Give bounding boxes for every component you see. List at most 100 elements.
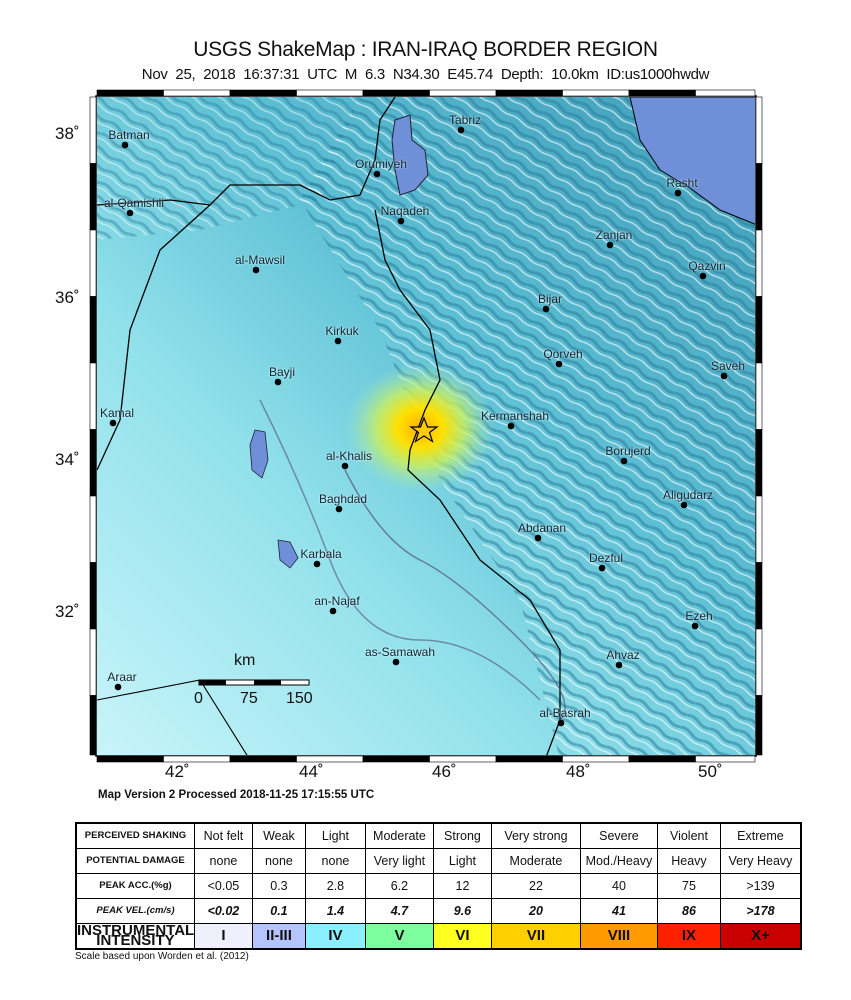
city-marker bbox=[341, 462, 349, 470]
perceived-shaking-row: PERCEIVED SHAKING Not felt Weak Light Modera… bbox=[75, 822, 802, 849]
peak-velocity-cell: 9.6 bbox=[432, 898, 492, 924]
lat-tick: 38˚ bbox=[55, 124, 80, 143]
lon-tick: 50˚ bbox=[698, 762, 723, 781]
perceived-shaking-cell: Very strong bbox=[490, 822, 581, 849]
city-label: Ahvaz bbox=[606, 648, 640, 662]
city-label: Aligudarz bbox=[662, 488, 714, 502]
instrumental-intensity-cell: II-III bbox=[251, 923, 306, 950]
city-marker bbox=[542, 305, 550, 313]
star-icon bbox=[409, 416, 439, 443]
instrumental-intensity-row: INSTRUMENTAL INTENSITY I II-III IV V VI VII VII… bbox=[75, 922, 802, 950]
potential-damage-cell: Mod./Heavy bbox=[579, 848, 658, 874]
city-marker bbox=[699, 272, 707, 280]
shakemap bbox=[89, 89, 763, 763]
instrumental-intensity-header: INSTRUMENTAL INTENSITY bbox=[75, 922, 195, 950]
city-marker bbox=[534, 534, 542, 542]
peak-acceleration-cell: 2.8 bbox=[304, 873, 366, 899]
peak-velocity-cell: 0.1 bbox=[251, 898, 306, 924]
peak-velocity-cell: <0.02 bbox=[193, 898, 253, 924]
instrumental-intensity-cell: IV bbox=[304, 923, 366, 950]
scale-unit: km bbox=[234, 652, 256, 669]
city-label: Bayji bbox=[268, 365, 296, 379]
peak-acceleration-header: PEAK ACC.(%g) bbox=[75, 873, 195, 899]
peak-acceleration-cell: >139 bbox=[719, 873, 802, 899]
instrumental-intensity-cell: VII bbox=[490, 923, 581, 950]
potential-damage-cell: Moderate bbox=[490, 848, 581, 874]
city-marker bbox=[606, 241, 614, 249]
peak-acceleration-cell: 22 bbox=[490, 873, 581, 899]
map-title: USGS ShakeMap : IRAN-IRAQ BORDER REGION bbox=[193, 38, 658, 61]
event-summary: Nov 25, 2018 16:37:31 UTC M 6.3 N34.30 E… bbox=[141, 66, 710, 83]
instrumental-intensity-cell: VIII bbox=[579, 923, 658, 950]
city-marker bbox=[557, 719, 565, 727]
city-label: Qazvin bbox=[688, 259, 726, 273]
city-label: Abdanan bbox=[517, 521, 567, 535]
potential-damage-cell: Heavy bbox=[656, 848, 721, 874]
city-label: Bijar bbox=[537, 292, 563, 306]
potential-damage-cell: Very Heavy bbox=[719, 848, 802, 874]
perceived-shaking-cell: Moderate bbox=[364, 822, 434, 849]
peak-velocity-cell: 20 bbox=[490, 898, 581, 924]
peak-velocity-cell: >178 bbox=[719, 898, 802, 924]
perceived-shaking-cell: Not felt bbox=[193, 822, 253, 849]
city-marker bbox=[620, 457, 628, 465]
potential-damage-cell: none bbox=[304, 848, 366, 874]
city-marker bbox=[691, 622, 699, 630]
city-label: Ezeh bbox=[685, 609, 713, 623]
peak-velocity-header: PEAK VEL.(cm/s) bbox=[75, 898, 195, 924]
city-marker bbox=[274, 378, 282, 386]
peak-acceleration-row: PEAK ACC.(%g) <0.05 0.3 2.8 6.2 12 22 40 75 >139 bbox=[75, 873, 802, 899]
city-marker bbox=[392, 658, 400, 666]
instrumental-intensity-cell: V bbox=[364, 923, 434, 950]
lake-tharthar bbox=[249, 429, 269, 479]
city-marker bbox=[555, 360, 563, 368]
lat-tick: 32˚ bbox=[55, 602, 80, 621]
city-marker bbox=[615, 661, 623, 669]
lat-tick: 34˚ bbox=[55, 450, 80, 469]
city-label: al-Basrah bbox=[539, 706, 591, 720]
peak-velocity-row: PEAK VEL.(cm/s) <0.02 0.1 1.4 4.7 9.6 20 41 86 >1… bbox=[75, 898, 802, 924]
city-label: al-Qamishli bbox=[103, 196, 165, 210]
graticule-border bbox=[89, 89, 763, 763]
mountain-relief bbox=[300, 97, 755, 755]
peak-acceleration-cell: 40 bbox=[579, 873, 658, 899]
city-label: Borujerd bbox=[605, 444, 651, 458]
perceived-shaking-cell: Severe bbox=[579, 822, 658, 849]
peak-acceleration-cell: <0.05 bbox=[193, 873, 253, 899]
instrumental-intensity-cell: IX bbox=[656, 923, 721, 950]
lat-tick: 36˚ bbox=[55, 288, 80, 307]
scale-note: Scale based upon Worden et al. (2012) bbox=[75, 951, 249, 962]
city-marker bbox=[598, 564, 606, 572]
city-marker bbox=[329, 607, 337, 615]
peak-acceleration-cell: 6.2 bbox=[364, 873, 434, 899]
city-label: Saveh bbox=[710, 359, 746, 373]
city-label: Naqadeh bbox=[380, 204, 430, 218]
potential-damage-cell: Light bbox=[432, 848, 492, 874]
city-label: Kermanshah bbox=[480, 409, 550, 423]
city-marker bbox=[313, 560, 321, 568]
city-marker bbox=[680, 501, 688, 509]
lake-urmia bbox=[391, 114, 429, 196]
city-marker bbox=[674, 189, 682, 197]
potential-damage-header: POTENTIAL DAMAGE bbox=[75, 848, 195, 874]
city-marker bbox=[109, 419, 117, 427]
city-marker bbox=[121, 141, 129, 149]
city-marker bbox=[334, 337, 342, 345]
perceived-shaking-cell: Extreme bbox=[719, 822, 802, 849]
city-label: Tabriz bbox=[448, 113, 482, 127]
map-version: Map Version 2 Processed 2018-11-25 17:15… bbox=[98, 789, 375, 801]
intensity-legend-table: PERCEIVED SHAKING Not felt Weak Light Modera… bbox=[75, 822, 802, 950]
peak-acceleration-cell: 0.3 bbox=[251, 873, 306, 899]
city-marker bbox=[126, 209, 134, 217]
river bbox=[344, 469, 566, 721]
peak-acceleration-cell: 12 bbox=[432, 873, 492, 899]
perceived-shaking-cell: Violent bbox=[656, 822, 721, 849]
city-marker bbox=[507, 422, 515, 430]
city-marker bbox=[457, 126, 465, 134]
peak-velocity-cell: 41 bbox=[579, 898, 658, 924]
city-label: Kirkuk bbox=[325, 324, 359, 338]
city-label: al-Khalis bbox=[325, 449, 373, 463]
perceived-shaking-cell: Strong bbox=[432, 822, 492, 849]
caspian-sea bbox=[629, 97, 755, 225]
potential-damage-cell: Very light bbox=[364, 848, 434, 874]
